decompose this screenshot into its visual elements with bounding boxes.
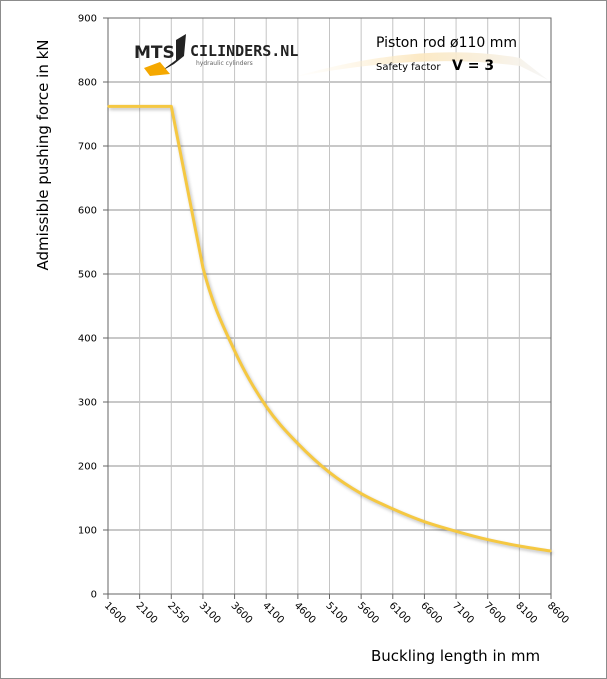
data-point — [391, 508, 394, 510]
y-tick-label: 600 — [78, 206, 97, 217]
logo-s-icon — [160, 34, 186, 72]
data-point — [265, 405, 268, 408]
data-point — [233, 350, 236, 352]
y-tick-label: 0 — [91, 590, 97, 601]
x-tick-label: 2550 — [165, 600, 191, 626]
logo-tagline: hydraulic cylinders — [196, 60, 253, 67]
logo-swoosh-decoration — [290, 52, 548, 80]
annotation-safety-label: Safety factor — [376, 62, 441, 73]
y-tick-label: 800 — [78, 78, 97, 89]
x-tick-label: 8600 — [545, 600, 571, 626]
logo-name: CILINDERS.NL — [190, 42, 298, 60]
y-tick-label: 700 — [78, 142, 97, 153]
data-point — [107, 105, 109, 108]
x-tick-label: 4100 — [260, 600, 286, 626]
x-tick-label: 7600 — [482, 600, 508, 626]
data-point — [297, 442, 299, 445]
data-point — [138, 105, 141, 108]
annotation-safety-value: V = 3 — [452, 58, 494, 74]
data-point — [423, 520, 426, 523]
data-point — [486, 538, 489, 541]
logo-accent-icon — [144, 62, 170, 76]
y-tick-label: 900 — [78, 14, 97, 25]
x-tick-label: 5600 — [355, 600, 381, 626]
x-axis-title: Buckling length in mm — [371, 647, 540, 665]
x-tick-label: 3600 — [228, 600, 254, 626]
x-tick-label: 5100 — [323, 600, 349, 626]
logo-mark: MTS — [134, 43, 175, 63]
data-point — [202, 266, 204, 269]
x-tick-label: 6100 — [387, 600, 413, 626]
y-tick-label: 500 — [78, 270, 97, 281]
y-axis-title: Admissible pushing force in kN — [34, 40, 52, 271]
x-tick-label: 7100 — [450, 600, 476, 626]
series-line-shadow — [109, 106, 553, 555]
y-tick-label: 200 — [78, 462, 97, 473]
data-point — [328, 471, 331, 474]
x-tick-label: 3100 — [197, 600, 223, 626]
mts-logo: MTS CILINDERS.NL hydraulic cylinders — [134, 34, 298, 76]
y-tick-label: 400 — [78, 334, 97, 345]
data-point — [360, 492, 362, 495]
data-point — [550, 550, 552, 552]
x-axis-ticks: 1600 2100 2550 3100 3600 4100 4600 5100 5600 6100… — [102, 594, 571, 626]
y-tick-label: 100 — [78, 526, 97, 537]
data-point — [170, 105, 173, 108]
vertical-gridlines — [139, 18, 520, 594]
y-tick-label: 300 — [78, 398, 97, 409]
annotation-piston-rod: Piston rod ø110 mm — [376, 35, 517, 51]
x-tick-label: 8100 — [513, 600, 539, 626]
x-tick-label: 1600 — [102, 600, 128, 626]
data-point — [455, 530, 457, 533]
x-tick-label: 6600 — [418, 600, 444, 626]
x-tick-label: 4600 — [292, 600, 318, 626]
data-point — [518, 545, 521, 547]
y-axis-ticks: 0 100 200 300 400 500 600 700 800 900 — [78, 14, 108, 601]
series-group — [107, 104, 553, 555]
x-tick-label: 2100 — [134, 600, 160, 626]
